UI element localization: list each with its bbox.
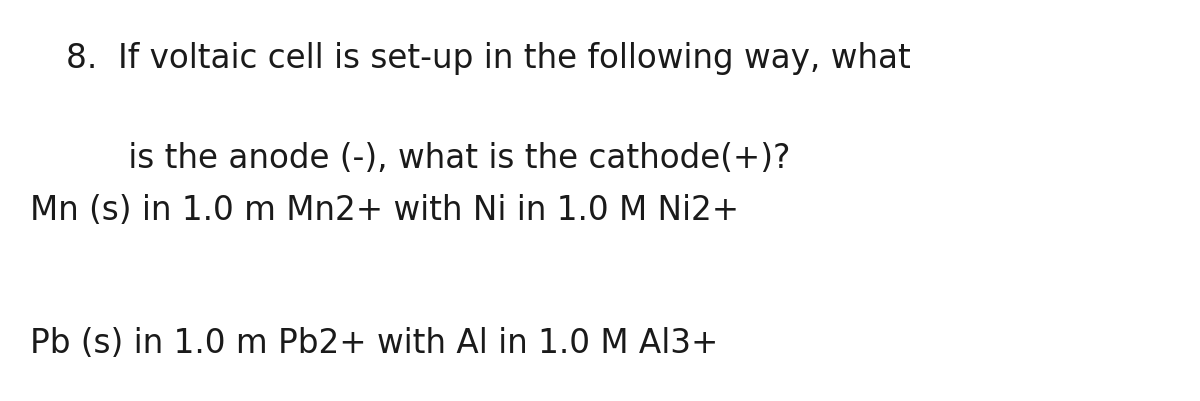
Text: is the anode (-), what is the cathode(+)?: is the anode (-), what is the cathode(+)… (66, 142, 791, 175)
Text: Mn (s) in 1.0 m Mn2+ with Ni in 1.0 M Ni2+: Mn (s) in 1.0 m Mn2+ with Ni in 1.0 M Ni… (30, 194, 739, 227)
Text: 8.  If voltaic cell is set-up in the following way, what: 8. If voltaic cell is set-up in the foll… (66, 42, 911, 75)
Text: Pb (s) in 1.0 m Pb2+ with Al in 1.0 M Al3+: Pb (s) in 1.0 m Pb2+ with Al in 1.0 M Al… (30, 327, 719, 360)
